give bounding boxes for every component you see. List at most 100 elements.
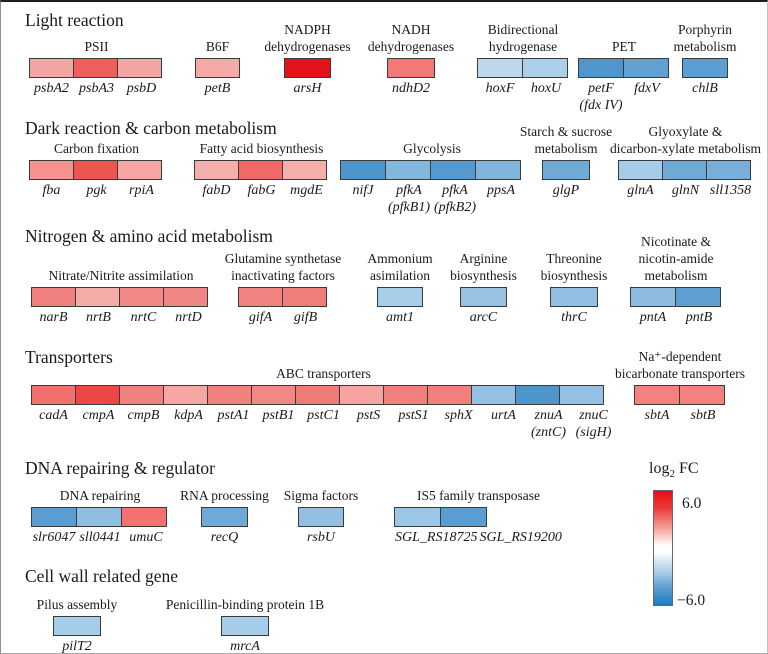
gene-name: SGL_RS19200 [479, 530, 562, 545]
group-penicillin-binding-protein-1b: Penicillin-binding protein 1B mrcA [166, 597, 324, 653]
group-b6f: B6F petB [195, 39, 240, 97]
gene-name: thrC [561, 310, 587, 325]
gene-labels-row: fba pgk rpiA [29, 182, 164, 199]
gene-label-pilt2: pilT2 [53, 638, 101, 654]
gene-label-gifb: gifB [283, 309, 328, 326]
gene-labels-row: cadA cmpA cmpB kdpA pstA1 pstB1 pstC1 pstS pstS1… [31, 407, 616, 441]
gene-labels-row: rsbU [298, 529, 344, 546]
group-label-b6f: B6F [206, 38, 229, 55]
group-label-line: dehydrogenases [264, 39, 351, 54]
gene-label-fabg: fabG [239, 182, 284, 199]
gene-alias: (pfkB1) [388, 200, 430, 216]
heatmap-cells-row [201, 507, 248, 527]
gene-name: psbA2 [34, 81, 69, 96]
heatmap-cell-pilt2 [53, 616, 101, 636]
heatmap-cell-glnn [662, 160, 707, 180]
heatmap-cells-row [195, 58, 240, 78]
group-label-line: inactivating factors [231, 268, 335, 283]
heatmap-cell-psts1 [383, 385, 428, 405]
group-ammonium-asimilation: Ammonium asimilation amt1 [367, 251, 432, 326]
group-label-line: Porphyrin [678, 22, 732, 37]
heatmap-cell-pstb1 [251, 385, 296, 405]
gene-label-sgl-rs19200: SGL_RS19200 [478, 529, 562, 546]
heatmap-cells-row [284, 58, 331, 78]
gene-label-psba2: psbA2 [29, 80, 74, 97]
gene-name: sll0441 [79, 530, 121, 545]
gene-labels-row: pntA pntB [630, 309, 722, 326]
heatmap-cells-row [578, 58, 670, 78]
gene-labels-row: arcC [460, 309, 507, 326]
group-rna-processing: RNA processing recQ [180, 488, 269, 546]
gene-label-pgk: pgk [74, 182, 119, 199]
gene-name: glnN [671, 183, 700, 198]
group-glyoxylate-dicarbon-xylate-metabolism: Glyoxylate & dicarbon-xylate metabolism gl… [610, 124, 761, 199]
heatmap-cell-sbta [634, 385, 680, 405]
gene-name: mgdE [290, 183, 323, 198]
heatmap-cells-row [387, 58, 435, 78]
heatmap-cells-row [550, 287, 598, 307]
heatmap-cell-rpia [117, 160, 162, 180]
group-dna-repairing: DNA repairing slr6047 sll0441 umuC [31, 488, 169, 546]
gene-label-znua-zntc: znuA (zntC) [526, 407, 571, 441]
heatmap-cell-thrc [550, 287, 598, 307]
heatmap-cell-psta1 [207, 385, 252, 405]
gene-label-fba: fba [29, 182, 74, 199]
gene-label-kdpa: kdpA [166, 407, 211, 441]
section-title-cell-wall-related-gene: Cell wall related gene [25, 566, 179, 586]
gene-label-psts1: pstS1 [391, 407, 436, 441]
heatmap-cells-row [194, 160, 329, 180]
group-label-line: B6F [205, 39, 230, 54]
gene-label-pstc1: pstC1 [301, 407, 346, 441]
gene-name: nrtC [130, 310, 157, 325]
group-label-line: Na⁺-dependent [638, 349, 722, 364]
heatmap-cell-recq [201, 507, 248, 527]
group-label-line: dicarbon-xylate metabolism [609, 141, 762, 156]
gene-labels-row: glgP [542, 182, 590, 199]
heatmap-cell-petb [195, 58, 240, 78]
group-label-line: Arginine [459, 251, 508, 266]
heatmap-cells-row [31, 385, 616, 405]
group-label-line: asimilation [369, 268, 430, 283]
gene-name: pilT2 [62, 639, 92, 654]
heatmap-cells-row [618, 160, 753, 180]
group-label-line: biosynthesis [540, 268, 608, 283]
heatmap-cell-sphx [427, 385, 472, 405]
gene-label-ndhd2: ndhD2 [387, 80, 435, 97]
gene-label-cmpb: cmpB [121, 407, 166, 441]
gene-label-pfka-pfkb1: pfkA (pfkB1) [386, 182, 432, 216]
gene-label-sphx: sphX [436, 407, 481, 441]
gene-name: hoxF [485, 81, 515, 96]
heatmap-cell-fabg [238, 160, 283, 180]
gene-label-glgp: glgP [542, 182, 590, 199]
group-label-line: IS5 family transposase [416, 488, 540, 503]
group-label-line: Threonine [546, 251, 602, 266]
gene-label-cada: cadA [31, 407, 76, 441]
gene-name: fabG [247, 183, 276, 198]
heatmap-cells-row [31, 287, 211, 307]
group-na-dependent-bicarbonate-transporters: Na⁺-dependent bicarbonate transporters sbt… [615, 349, 745, 424]
heatmap-cell-kdpa [163, 385, 208, 405]
gene-label-gifa: gifA [238, 309, 283, 326]
heatmap-cell-fabd [194, 160, 239, 180]
heatmap-cells-row [394, 507, 563, 527]
group-carbon-fixation: Carbon fixation fba pgk rpiA [29, 141, 164, 199]
heatmap-cell-psba2 [29, 58, 74, 78]
gene-labels-row: amt1 [377, 309, 423, 326]
gene-name: chlB [692, 81, 718, 96]
group-label-dna-repairing: DNA repairing [60, 487, 141, 504]
gene-label-sbta: sbtA [634, 407, 680, 424]
group-label-line: Nicotinate & [640, 234, 712, 249]
heatmap-cell-glgp [542, 160, 590, 180]
gene-label-nrtb: nrtB [76, 309, 121, 326]
gene-label-pntb: pntB [676, 309, 722, 326]
section-title-dark-reaction-carbon-metabolism: Dark reaction & carbon metabolism [25, 118, 277, 138]
gene-name: cmpA [82, 408, 115, 423]
gene-name: ndhD2 [391, 81, 431, 96]
gene-label-pnta: pntA [630, 309, 676, 326]
gene-name: pfkA [396, 183, 422, 198]
heatmap-cells-row [477, 58, 569, 78]
heatmap-cell-chlb [682, 58, 728, 78]
gene-name: fabD [202, 183, 231, 198]
heatmap-cells-row [634, 385, 726, 405]
gene-label-nrtd: nrtD [166, 309, 211, 326]
